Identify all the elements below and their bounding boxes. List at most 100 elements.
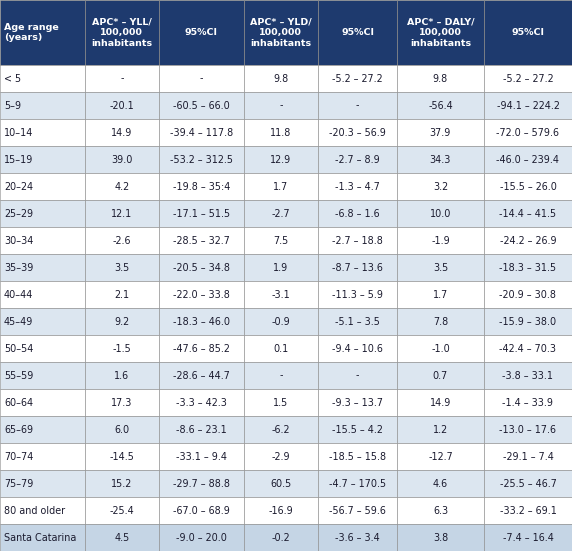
Bar <box>397 92 484 119</box>
Bar <box>85 92 159 119</box>
Text: -: - <box>120 73 124 84</box>
Bar <box>85 389 159 416</box>
Bar <box>85 497 159 524</box>
Bar <box>159 254 244 281</box>
Text: APC* – DALY/
100,000
inhabitants: APC* – DALY/ 100,000 inhabitants <box>407 17 474 48</box>
Bar <box>159 146 244 173</box>
Bar <box>318 416 397 443</box>
Bar <box>244 416 318 443</box>
Text: -56.7 – 59.6: -56.7 – 59.6 <box>329 505 386 516</box>
Bar <box>397 362 484 389</box>
Text: -14.5: -14.5 <box>109 451 134 462</box>
Text: -94.1 – 224.2: -94.1 – 224.2 <box>496 100 559 111</box>
Text: -5.2 – 27.2: -5.2 – 27.2 <box>503 73 553 84</box>
Bar <box>85 470 159 497</box>
Bar <box>159 335 244 362</box>
Text: 3.5: 3.5 <box>114 262 129 273</box>
Text: -: - <box>279 100 283 111</box>
Text: 1.5: 1.5 <box>273 397 288 408</box>
Bar <box>244 0 318 65</box>
Text: 1.2: 1.2 <box>433 424 448 435</box>
Bar <box>159 173 244 200</box>
Bar <box>318 443 397 470</box>
Text: -1.4 – 33.9: -1.4 – 33.9 <box>502 397 554 408</box>
Bar <box>318 173 397 200</box>
Text: -47.6 – 85.2: -47.6 – 85.2 <box>173 343 230 354</box>
Bar <box>484 416 572 443</box>
Bar <box>244 146 318 173</box>
Text: 10.0: 10.0 <box>430 208 451 219</box>
Bar <box>484 497 572 524</box>
Text: -19.8 – 35:4: -19.8 – 35:4 <box>173 181 230 192</box>
Bar <box>484 443 572 470</box>
Text: 70–74: 70–74 <box>4 451 33 462</box>
Text: -: - <box>356 100 359 111</box>
Bar <box>159 0 244 65</box>
Bar <box>85 200 159 227</box>
Text: -28.6 – 44.7: -28.6 – 44.7 <box>173 370 230 381</box>
Text: APC* – YLD/
100,000
inhabitants: APC* – YLD/ 100,000 inhabitants <box>250 17 312 48</box>
Bar <box>85 335 159 362</box>
Bar <box>159 362 244 389</box>
Text: 3.5: 3.5 <box>433 262 448 273</box>
Text: 37.9: 37.9 <box>430 127 451 138</box>
Bar <box>484 362 572 389</box>
Bar <box>484 524 572 551</box>
Bar <box>484 470 572 497</box>
Text: 75–79: 75–79 <box>4 478 33 489</box>
Bar <box>0 470 85 497</box>
Text: 95%CI: 95%CI <box>511 28 545 37</box>
Text: -5.2 – 27.2: -5.2 – 27.2 <box>332 73 383 84</box>
Text: -1.0: -1.0 <box>431 343 450 354</box>
Text: 12.9: 12.9 <box>270 154 292 165</box>
Text: 7.5: 7.5 <box>273 235 288 246</box>
Bar <box>85 524 159 551</box>
Bar <box>159 470 244 497</box>
Text: 5–9: 5–9 <box>4 100 21 111</box>
Text: 3.8: 3.8 <box>433 532 448 543</box>
Bar <box>244 173 318 200</box>
Text: -20.1: -20.1 <box>109 100 134 111</box>
Bar <box>318 497 397 524</box>
Bar <box>0 119 85 146</box>
Text: 45–49: 45–49 <box>4 316 33 327</box>
Text: 34.3: 34.3 <box>430 154 451 165</box>
Bar <box>0 335 85 362</box>
Text: 50–54: 50–54 <box>4 343 33 354</box>
Text: -53.2 – 312.5: -53.2 – 312.5 <box>170 154 233 165</box>
Bar <box>484 119 572 146</box>
Bar <box>244 65 318 92</box>
Bar <box>397 416 484 443</box>
Bar <box>159 119 244 146</box>
Bar <box>397 227 484 254</box>
Text: 30–34: 30–34 <box>4 235 33 246</box>
Bar <box>0 416 85 443</box>
Bar <box>0 497 85 524</box>
Bar <box>85 416 159 443</box>
Text: -2.6: -2.6 <box>113 235 131 246</box>
Bar <box>397 200 484 227</box>
Text: -18.3 – 31.5: -18.3 – 31.5 <box>499 262 557 273</box>
Text: -17.1 – 51.5: -17.1 – 51.5 <box>173 208 230 219</box>
Text: 60.5: 60.5 <box>270 478 292 489</box>
Text: -22.0 – 33.8: -22.0 – 33.8 <box>173 289 230 300</box>
Text: -1.9: -1.9 <box>431 235 450 246</box>
Text: -11.3 – 5.9: -11.3 – 5.9 <box>332 289 383 300</box>
Text: 17.3: 17.3 <box>111 397 133 408</box>
Bar <box>85 254 159 281</box>
Text: Santa Catarina: Santa Catarina <box>4 532 77 543</box>
Text: -13.0 – 17.6: -13.0 – 17.6 <box>499 424 557 435</box>
Bar <box>85 65 159 92</box>
Bar <box>0 92 85 119</box>
Text: -18.3 – 46.0: -18.3 – 46.0 <box>173 316 230 327</box>
Bar <box>85 443 159 470</box>
Text: Age range
(years): Age range (years) <box>4 23 59 42</box>
Bar <box>484 65 572 92</box>
Text: 3.2: 3.2 <box>433 181 448 192</box>
Bar <box>318 389 397 416</box>
Text: -72.0 – 579.6: -72.0 – 579.6 <box>496 127 559 138</box>
Text: -8.6 – 23.1: -8.6 – 23.1 <box>176 424 227 435</box>
Text: -15.9 – 38.0: -15.9 – 38.0 <box>499 316 557 327</box>
Bar <box>0 254 85 281</box>
Text: 10–14: 10–14 <box>4 127 33 138</box>
